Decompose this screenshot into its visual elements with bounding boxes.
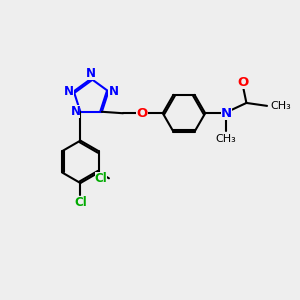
Text: N: N bbox=[64, 85, 74, 98]
Text: O: O bbox=[237, 76, 248, 89]
Text: N: N bbox=[86, 67, 96, 80]
Text: N: N bbox=[221, 107, 232, 120]
Text: N: N bbox=[109, 85, 118, 98]
Text: CH₃: CH₃ bbox=[270, 101, 291, 111]
Text: Cl: Cl bbox=[74, 196, 87, 209]
Text: CH₃: CH₃ bbox=[215, 134, 236, 144]
Text: N: N bbox=[70, 105, 80, 118]
Text: Cl: Cl bbox=[95, 172, 107, 185]
Text: O: O bbox=[136, 107, 148, 120]
